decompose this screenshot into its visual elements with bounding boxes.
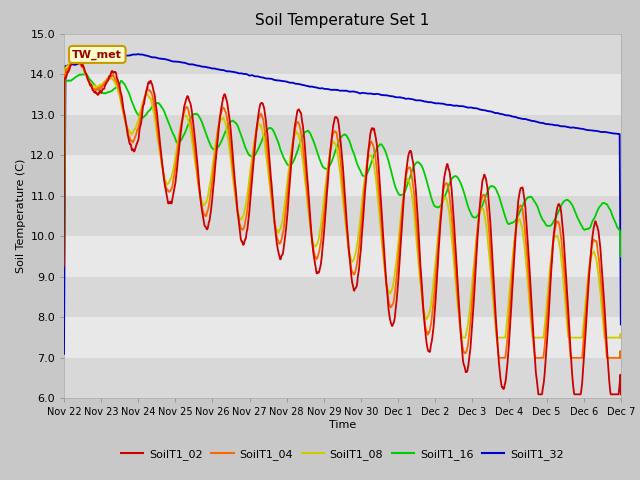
Bar xyxy=(64,196,621,236)
Bar xyxy=(64,317,621,358)
X-axis label: Time: Time xyxy=(329,420,356,430)
Legend: SoilT1_02, SoilT1_04, SoilT1_08, SoilT1_16, SoilT1_32: SoilT1_02, SoilT1_04, SoilT1_08, SoilT1_… xyxy=(116,444,568,464)
Bar xyxy=(64,358,621,398)
Bar xyxy=(64,277,621,317)
Bar xyxy=(64,115,621,155)
Bar xyxy=(64,236,621,277)
Bar xyxy=(64,155,621,196)
Bar xyxy=(64,34,621,74)
Title: Soil Temperature Set 1: Soil Temperature Set 1 xyxy=(255,13,429,28)
Text: TW_met: TW_met xyxy=(72,49,122,60)
Bar xyxy=(64,74,621,115)
Y-axis label: Soil Temperature (C): Soil Temperature (C) xyxy=(16,159,26,273)
